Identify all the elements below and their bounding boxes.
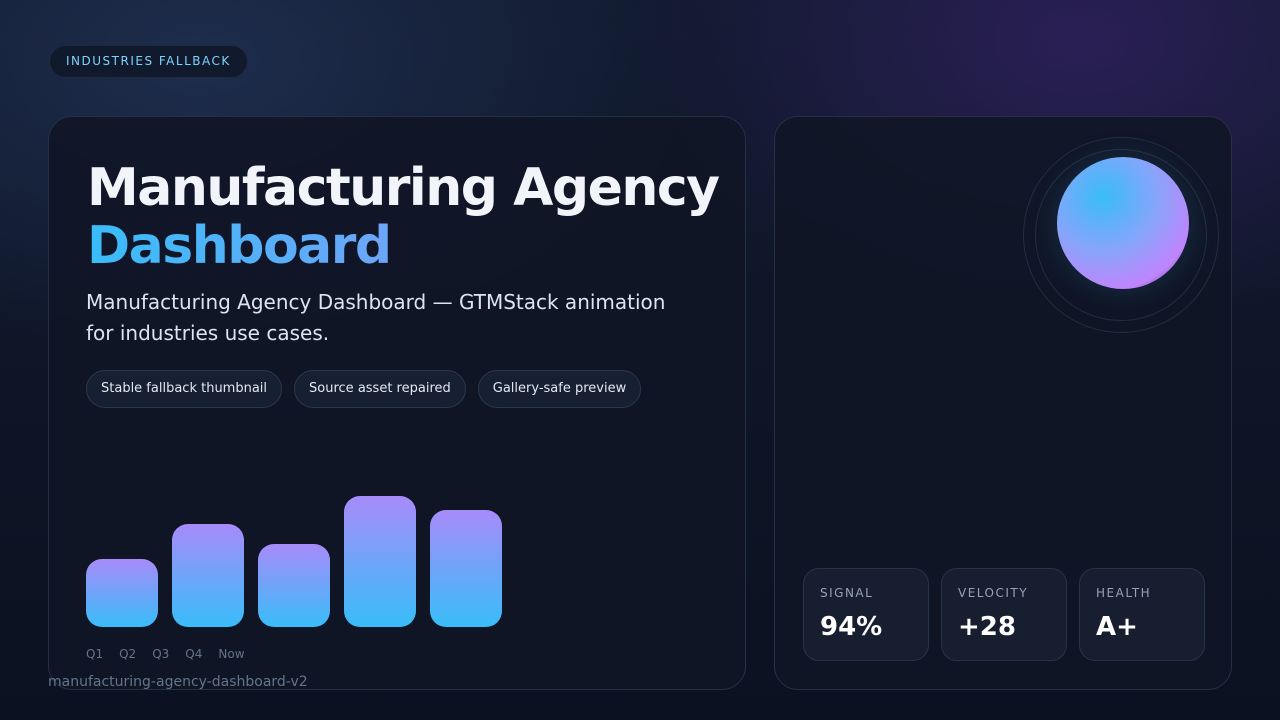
stat-value: +28 [958, 612, 1016, 642]
stats-row: SIGNAL 94% VELOCITY +28 HEALTH A+ [803, 568, 1205, 661]
title-line-2: Dashboard [87, 217, 719, 275]
tick-label: Now [218, 647, 245, 661]
chip: Stable fallback thumbnail [86, 370, 283, 408]
bar-q1 [86, 558, 158, 627]
tick-label: Q3 [152, 647, 170, 661]
description: Manufacturing Agency Dashboard — GTMStac… [86, 290, 666, 345]
bar-now [430, 510, 502, 627]
stat-label: SIGNAL [820, 586, 874, 600]
stat-value: A+ [1096, 612, 1138, 642]
stat-velocity: VELOCITY +28 [941, 568, 1067, 661]
metrics-card: SIGNAL 94% VELOCITY +28 HEALTH A+ [774, 116, 1232, 690]
footer-slug: manufacturing-agency-dashboard-v2 [48, 674, 308, 690]
stat-label: HEALTH [1096, 586, 1152, 600]
bar-q3 [258, 544, 330, 627]
page-title: Manufacturing Agency Dashboard [87, 158, 720, 275]
tick-label: Q4 [185, 647, 203, 661]
x-axis-ticks: Q1 Q2 Q3 Q4 Now [86, 647, 245, 661]
stat-signal: SIGNAL 94% [803, 568, 929, 661]
hero-card: Manufacturing Agency Dashboard Manufactu… [48, 116, 746, 690]
chip-list: Stable fallback thumbnail Source asset r… [86, 370, 642, 408]
tick-label: Q1 [86, 647, 104, 661]
chip: Source asset repaired [294, 370, 466, 408]
category-badge: INDUSTRIES FALLBACK [49, 45, 248, 78]
bar-q4 [344, 496, 416, 627]
stat-health: HEALTH A+ [1079, 568, 1205, 661]
orb-graphic [1023, 137, 1219, 333]
tick-label: Q2 [119, 647, 137, 661]
outer-ring [1023, 137, 1219, 333]
bar-q2 [172, 523, 244, 627]
stat-value: 94% [820, 612, 883, 642]
bar-chart [86, 487, 516, 627]
title-line-1: Manufacturing Agency [87, 158, 720, 218]
stat-label: VELOCITY [958, 586, 1029, 600]
chip: Gallery-safe preview [477, 370, 642, 408]
gradient-orb [1057, 157, 1189, 289]
inner-ring [1035, 149, 1207, 321]
